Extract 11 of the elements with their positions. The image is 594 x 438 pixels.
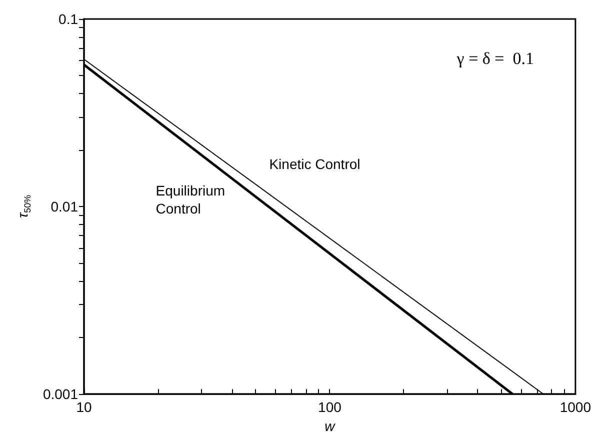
x-axis-title: w xyxy=(324,418,336,434)
y-tick-label: 0.001 xyxy=(42,386,78,402)
series-label: Kinetic Control xyxy=(269,156,360,172)
annotation: γ = δ = 0.1 xyxy=(456,49,534,68)
y-tick-label: 0.1 xyxy=(58,11,78,27)
y-tick-label: 0.01 xyxy=(50,198,78,215)
series-label: Equilibrium Control xyxy=(156,182,226,217)
y-axis-title: τ50% xyxy=(14,194,33,218)
x-tick-label: 100 xyxy=(318,399,342,416)
x-tick-label: 1000 xyxy=(560,399,592,416)
x-tick-label: 10 xyxy=(76,399,92,416)
